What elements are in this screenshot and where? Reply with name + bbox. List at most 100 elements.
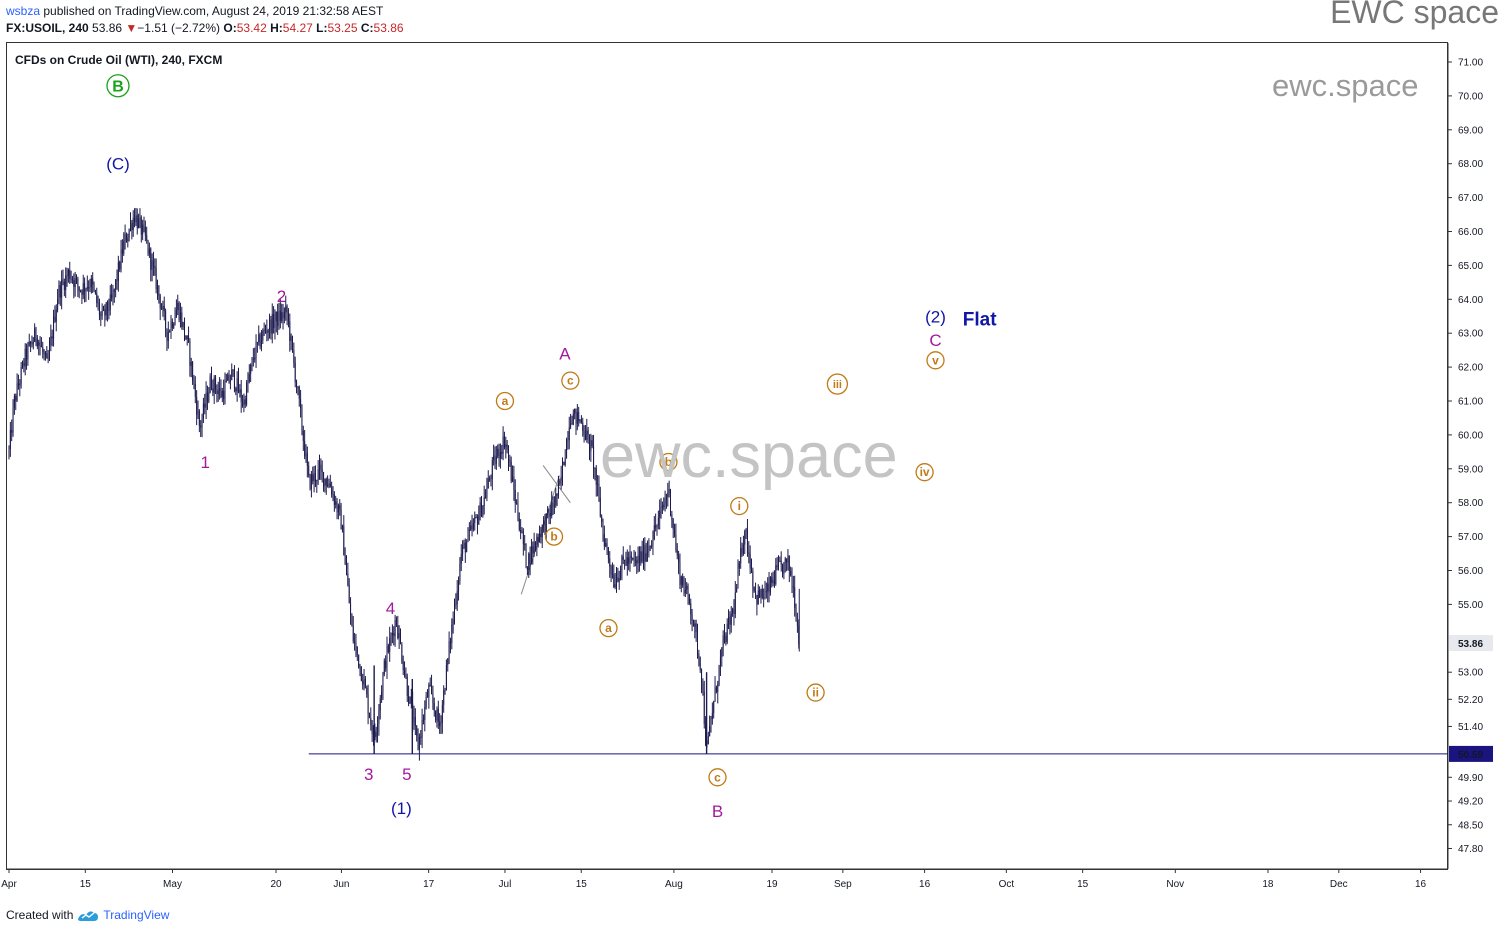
- candle-body: [670, 489, 671, 515]
- candle-body: [348, 585, 350, 604]
- candle-body: [339, 505, 341, 510]
- candle-body: [763, 597, 765, 599]
- candle-body: [435, 710, 437, 721]
- candle-body: [675, 534, 677, 550]
- candle-body: [655, 525, 657, 528]
- candle-body: [140, 217, 142, 235]
- candle-body: [570, 423, 572, 428]
- candle-body: [381, 692, 383, 699]
- wave-label: B: [712, 802, 723, 821]
- last-price-badge: 53.86: [1458, 639, 1483, 650]
- candle-body: [235, 388, 237, 392]
- candle-body: [517, 503, 519, 519]
- y-tick-label: 53.00: [1458, 668, 1483, 679]
- candle-body: [147, 240, 149, 255]
- candle-body: [724, 635, 725, 637]
- candle-body: [254, 357, 256, 360]
- candle-body: [65, 275, 67, 290]
- candle-body: [513, 476, 515, 491]
- candle-body: [341, 525, 343, 530]
- candle-body: [539, 533, 541, 542]
- candle-body: [220, 388, 222, 397]
- candle-body: [547, 509, 549, 514]
- candle-body: [209, 376, 211, 393]
- candle-body: [360, 666, 362, 681]
- candle-body: [238, 378, 239, 393]
- candle-body: [491, 460, 493, 479]
- candle-body: [495, 456, 497, 464]
- candle-body: [661, 506, 663, 508]
- candle-body: [44, 353, 46, 355]
- wave-label: v: [932, 353, 939, 367]
- candle-body: [184, 321, 185, 337]
- candle-body: [151, 260, 153, 270]
- support-price-badge: 50.59: [1458, 750, 1483, 761]
- candle-body: [632, 557, 634, 560]
- candle-body: [456, 591, 458, 605]
- candle-body: [67, 269, 69, 276]
- candle-body: [447, 658, 449, 665]
- candle-body: [740, 547, 742, 564]
- candle-body: [391, 633, 393, 636]
- candle-body: [39, 342, 41, 346]
- candle-body: [298, 386, 300, 400]
- candle-body: [279, 310, 281, 321]
- candle-body: [354, 641, 356, 643]
- author-link[interactable]: wsbza: [6, 4, 41, 18]
- candle-body: [169, 331, 171, 333]
- y-tick-label: 62.00: [1458, 363, 1483, 374]
- candle-body: [439, 721, 441, 727]
- candle-body: [398, 633, 400, 639]
- candle-body: [16, 383, 18, 401]
- wave-label: A: [559, 345, 571, 364]
- candle-body: [701, 669, 703, 684]
- candle-body: [90, 278, 92, 288]
- candle-body: [571, 423, 573, 425]
- candle-body: [707, 736, 709, 744]
- candle-body: [759, 590, 761, 598]
- candle-body: [244, 399, 246, 405]
- wave-label: 4: [386, 599, 395, 618]
- candle-body: [305, 452, 307, 457]
- candle-body: [564, 458, 566, 465]
- candle-body: [481, 502, 482, 517]
- candle-body: [679, 562, 681, 585]
- candle-body: [394, 619, 396, 636]
- candle-body: [158, 285, 160, 296]
- x-tick-label: 15: [576, 879, 588, 890]
- candle-body: [746, 529, 748, 553]
- candle-body: [602, 521, 604, 534]
- candle-body: [518, 518, 520, 530]
- candle-body: [625, 561, 627, 566]
- wave-label: (2): [925, 307, 946, 326]
- candle-body: [63, 281, 65, 290]
- candle-body: [792, 586, 794, 588]
- candle-body: [533, 541, 535, 554]
- candle-body: [221, 390, 223, 397]
- candle-body: [489, 478, 491, 480]
- wave-label-circle: [730, 496, 749, 516]
- candle-body: [400, 633, 401, 645]
- candle-body: [296, 382, 298, 388]
- candle-body: [13, 395, 15, 408]
- candle-body: [692, 620, 694, 627]
- y-tick-label: 57.00: [1458, 532, 1483, 543]
- candle-body: [694, 623, 696, 627]
- candle-body: [335, 501, 337, 505]
- candle-body: [181, 312, 183, 327]
- candle-body: [62, 279, 64, 282]
- y-tick-label: 58.00: [1458, 498, 1483, 509]
- candle-body: [201, 418, 203, 428]
- candle-body: [490, 478, 492, 480]
- candle-body: [323, 471, 325, 487]
- candle-body: [748, 552, 750, 554]
- candle-body: [767, 583, 769, 592]
- watermark-small: ewc.space: [1272, 68, 1419, 103]
- candle-body: [613, 574, 615, 588]
- candle-body: [389, 638, 391, 652]
- candle-body: [594, 468, 596, 470]
- candle-body: [208, 392, 210, 402]
- candle-body: [413, 717, 415, 723]
- tradingview-link[interactable]: TradingView: [103, 908, 170, 922]
